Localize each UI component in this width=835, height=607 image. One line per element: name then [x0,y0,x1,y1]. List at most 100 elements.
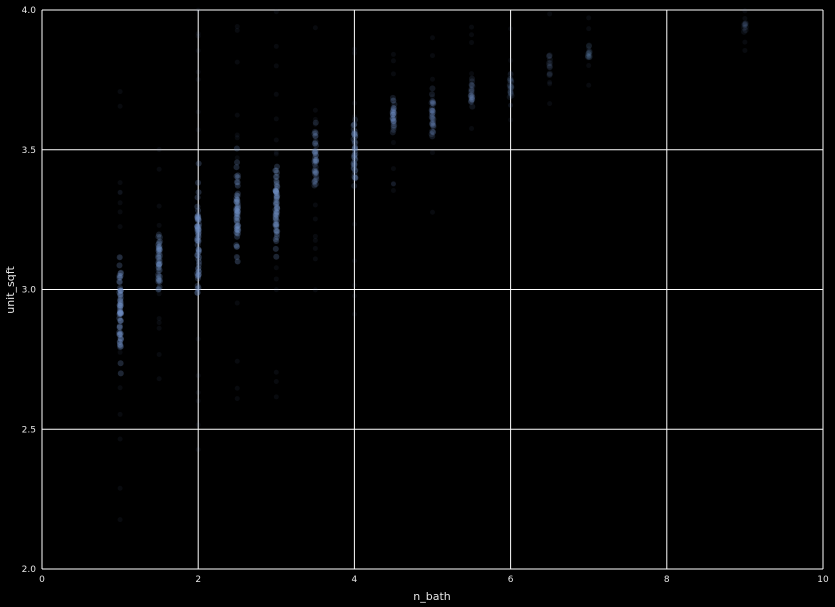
data-point [352,175,359,182]
data-point [273,238,280,244]
data-point [429,107,436,114]
data-point [273,188,280,195]
data-point [390,109,397,116]
data-point [430,35,435,41]
data-point [273,186,280,193]
data-point [311,128,318,135]
data-point [586,46,592,52]
data-point [233,199,240,206]
data-point [506,75,513,82]
data-point [742,16,748,21]
data-point [352,174,359,181]
data-point [234,174,241,181]
data-point [116,338,123,345]
data-point [117,335,124,342]
data-point [467,92,474,99]
data-point [194,237,201,244]
data-point [428,113,435,120]
data-point [117,285,124,292]
data-point [116,278,123,285]
data-point [118,310,125,317]
data-point [273,223,280,230]
data-point [585,52,591,59]
data-point [117,342,124,348]
data-point [430,123,437,130]
data-point [390,181,396,187]
data-point [116,272,123,279]
data-point [391,110,398,117]
data-point [157,238,164,245]
data-point [585,50,592,57]
data-point [195,271,202,278]
data-point [430,76,435,82]
data-point [273,63,279,69]
data-point [234,135,240,141]
data-point [194,223,201,230]
data-point [545,52,552,59]
data-point [742,27,749,34]
data-point [195,261,202,268]
data-point [117,292,124,299]
data-point [195,226,202,233]
data-point [389,111,396,118]
data-point [117,209,123,215]
data-point [742,8,748,14]
data-point [468,92,475,99]
data-point [117,291,124,298]
data-point [274,228,281,235]
data-point [233,229,240,236]
data-point [429,105,436,112]
data-point [234,300,240,306]
data-point [156,316,162,322]
data-point [155,276,162,283]
data-point [234,196,241,203]
data-point [117,331,124,338]
data-point [272,188,279,195]
data-point [195,69,201,75]
data-point [429,128,436,135]
data-point [195,7,201,13]
data-point [741,22,748,29]
data-point [468,98,475,105]
data-point [116,302,123,309]
data-point [273,369,279,375]
data-point [194,270,201,277]
data-point [390,181,396,187]
data-point [117,302,124,309]
data-point [273,194,280,201]
data-point [156,280,162,286]
data-point [157,252,164,259]
data-point [155,277,162,284]
data-point [117,436,123,442]
data-point [194,289,201,296]
data-point [117,344,124,351]
data-point [272,222,279,229]
data-point [156,249,162,255]
data-point [156,376,162,382]
data-point [389,94,396,101]
data-point [116,324,123,331]
data-point [233,217,240,224]
data-point [742,47,748,53]
data-point [235,201,242,208]
data-point [391,114,398,121]
data-point [155,275,162,282]
data-point [351,154,358,161]
data-point [469,71,475,77]
data-point [312,164,319,171]
data-point [351,128,358,135]
data-point [352,167,359,174]
data-point [117,272,124,279]
data-point [508,77,515,84]
data-point [233,145,240,152]
data-point [195,398,201,404]
data-point [272,201,279,208]
data-point [234,209,241,216]
data-point [546,72,553,78]
data-point [352,133,359,140]
data-point [194,241,201,248]
data-point [116,329,123,336]
data-point [546,64,553,71]
data-point [312,256,318,262]
data-point [234,211,241,218]
